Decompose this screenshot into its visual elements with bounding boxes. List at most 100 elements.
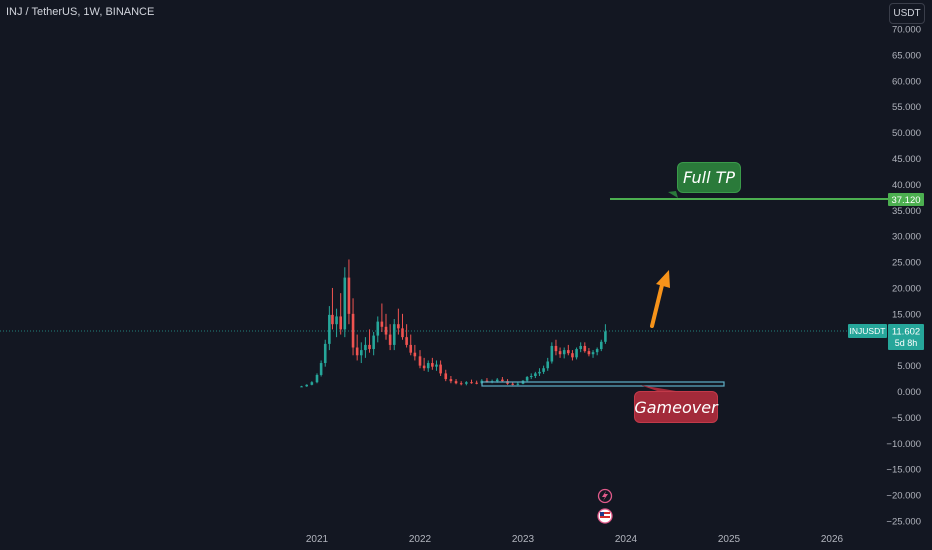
candle: [604, 324, 607, 344]
candle: [516, 382, 520, 386]
candle: [315, 373, 319, 384]
candle: [449, 375, 453, 384]
candle: [583, 342, 587, 353]
symbol-badge: INJUSDT: [850, 326, 886, 336]
symbol-badge-bg: [848, 324, 887, 338]
candle: [525, 375, 529, 382]
full-tp-callout-pointer: [668, 191, 678, 198]
candle: [459, 381, 463, 386]
price-tick-label: 70.000: [892, 25, 921, 36]
price-tick-label: 5.000: [897, 361, 921, 372]
candle: [595, 347, 599, 356]
candle: [546, 357, 550, 371]
last-price-badge: 11.602: [892, 327, 920, 338]
candle: [351, 298, 355, 356]
price-tick-label: −20.000: [886, 491, 921, 502]
candle: [413, 344, 417, 361]
candle: [475, 380, 478, 385]
time-tick-label: 2021: [306, 534, 329, 545]
candle: [554, 339, 558, 356]
price-tick-label: 60.000: [892, 76, 921, 87]
price-tick-label: 50.000: [892, 128, 921, 139]
lightning-icon[interactable]: [597, 488, 613, 504]
up-arrow-icon: [650, 270, 670, 328]
candle: [575, 347, 578, 360]
price-tick-label: 25.000: [892, 258, 921, 269]
time-tick-label: 2023: [512, 534, 535, 545]
candle: [426, 360, 430, 372]
candle: [444, 369, 448, 382]
candle: [323, 339, 327, 367]
candle: [599, 339, 603, 352]
candle: [328, 306, 331, 351]
candle: [579, 342, 582, 353]
candle: [343, 267, 347, 338]
candle: [339, 293, 342, 335]
candle: [364, 337, 367, 358]
candle: [587, 348, 591, 357]
candle: [392, 319, 396, 351]
price-tick-label: 40.000: [892, 180, 921, 191]
last-price-badge-bg: [888, 324, 924, 350]
price-axis: 70.000 65.000 60.000 55.000 50.000 45.000 40.0…: [886, 25, 921, 528]
candle: [401, 313, 404, 340]
candle: [422, 357, 426, 371]
price-tick-label: 0.000: [897, 387, 921, 398]
candle: [529, 373, 533, 380]
candle: [454, 379, 458, 385]
candle: [534, 371, 537, 379]
currency-button[interactable]: USDT: [889, 3, 925, 24]
candle: [435, 360, 438, 371]
price-tick-label: −25.000: [886, 517, 921, 528]
tp-price-badge: 37.120: [891, 195, 920, 206]
candle: [384, 313, 388, 340]
price-tick-label: −5.000: [892, 413, 921, 424]
candle: [305, 384, 308, 387]
gameover-callout[interactable]: Gameover: [634, 391, 718, 423]
support-zone: [481, 381, 725, 387]
candles: [300, 259, 607, 388]
candle: [501, 377, 504, 383]
time-tick-label: 2026: [821, 534, 844, 545]
price-tick-label: 15.000: [892, 309, 921, 320]
candle: [439, 360, 442, 376]
candle: [380, 303, 384, 332]
candle: [376, 316, 380, 343]
price-tick-label: 35.000: [892, 206, 921, 217]
candle: [409, 334, 413, 356]
candle: [368, 329, 371, 353]
candle: [542, 365, 545, 374]
candle: [359, 342, 363, 364]
candle: [418, 350, 422, 369]
tp-price-badge-bg: [888, 193, 924, 206]
candle: [310, 381, 314, 386]
candle: [591, 350, 595, 358]
candle: [562, 347, 566, 359]
price-tick-label: −15.000: [886, 465, 921, 476]
price-tick-label: 20.000: [892, 283, 921, 294]
candle: [538, 368, 541, 376]
candle: [465, 381, 468, 386]
candle: [405, 324, 408, 348]
candle: [335, 308, 338, 338]
time-tick-label: 2022: [409, 534, 432, 545]
time-tick-label: 2025: [718, 534, 741, 545]
candle: [431, 357, 434, 370]
time-tick-label: 2024: [615, 534, 638, 545]
candle: [388, 324, 392, 351]
price-tick-label: 65.000: [892, 50, 921, 61]
candle: [355, 334, 359, 361]
price-tick-label: −10.000: [886, 439, 921, 450]
candle: [397, 308, 400, 335]
gameover-callout-pointer: [640, 385, 676, 392]
price-tick-label: 45.000: [892, 154, 921, 165]
full-tp-callout[interactable]: Full TP: [677, 162, 741, 193]
price-tick-label: 55.000: [892, 102, 921, 113]
candle: [347, 259, 351, 325]
candle: [470, 379, 473, 384]
price-tick-label: 30.000: [892, 232, 921, 243]
flag-icon[interactable]: [597, 508, 613, 524]
candle: [319, 360, 323, 377]
candle: [300, 385, 303, 388]
